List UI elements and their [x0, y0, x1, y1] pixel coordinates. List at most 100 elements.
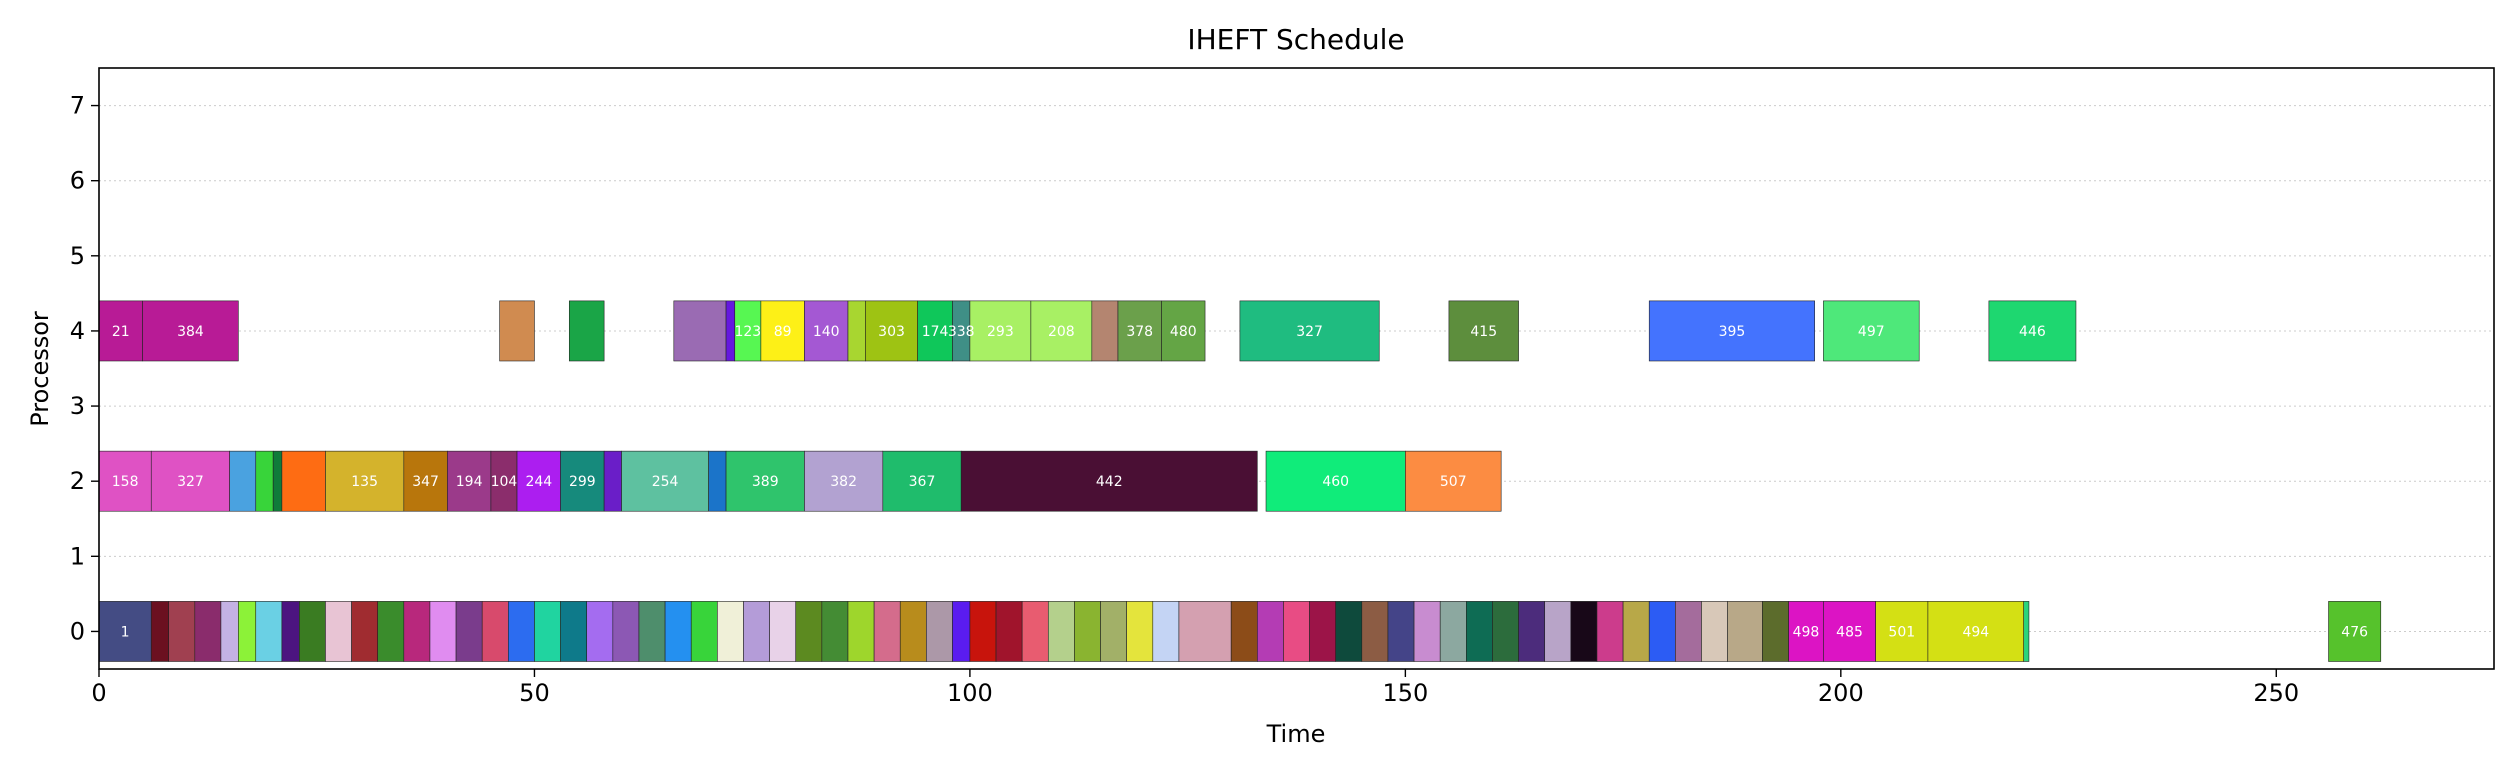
task-bar [664, 601, 692, 662]
task-label: 89 [774, 324, 792, 340]
task-label: 244 [525, 474, 552, 490]
task-bar [447, 450, 492, 512]
task-label: 485 [1836, 624, 1863, 640]
plot-frame [98, 67, 2495, 670]
task-bar [969, 601, 997, 662]
task-bar [725, 300, 736, 362]
task-label: 1 [121, 624, 130, 640]
task-bar [1126, 601, 1154, 662]
task-bar [1648, 300, 1815, 362]
task-bar [499, 300, 535, 362]
task-label: 174 [922, 324, 949, 340]
task-bar [1152, 601, 1180, 662]
task-bar [1265, 450, 1406, 512]
task-bar [612, 601, 640, 662]
task-bar [2023, 601, 2030, 662]
task-bar [717, 601, 744, 662]
task-label: 415 [1470, 324, 1497, 340]
task-label: 480 [1170, 324, 1197, 340]
task-label: 303 [878, 324, 905, 340]
task-bar [1518, 601, 1546, 662]
task-bar [926, 601, 953, 662]
task-label: 21 [112, 324, 130, 340]
y-tick-label: 4 [70, 317, 85, 345]
y-tick-label: 2 [70, 467, 85, 495]
task-bar [98, 450, 152, 512]
grid-layer [99, 105, 2494, 632]
task-bar [769, 601, 797, 662]
task-label: 476 [2341, 624, 2368, 640]
x-tick-label: 250 [2253, 679, 2299, 707]
task-bar [873, 601, 901, 662]
task-bar [560, 601, 588, 662]
task-label: 158 [112, 474, 139, 490]
task-label: 395 [1719, 324, 1746, 340]
task-label: 327 [177, 474, 204, 490]
task-bar [238, 601, 257, 662]
y-tick-label: 7 [70, 92, 85, 120]
y-tick-label: 1 [70, 542, 85, 570]
task-bar [560, 450, 605, 512]
task-bar [1701, 601, 1728, 662]
task-label: 384 [177, 324, 204, 340]
task-bar [150, 450, 230, 512]
task-label: 442 [1096, 474, 1123, 490]
task-label: 507 [1440, 474, 1467, 490]
task-bar [325, 450, 405, 512]
task-bar [2328, 601, 2382, 662]
task-bar [1361, 601, 1389, 662]
task-bar [638, 601, 666, 662]
x-tick-label: 50 [519, 679, 550, 707]
task-bar [734, 300, 762, 362]
y-tick-label: 0 [70, 617, 85, 645]
task-bar [1675, 601, 1702, 662]
task-bar [1309, 601, 1336, 662]
task-bar [1021, 601, 1049, 662]
task-label: 501 [1888, 624, 1915, 640]
task-bar [1596, 601, 1624, 662]
task-bar [725, 450, 805, 512]
task-bar [1762, 601, 1789, 662]
y-tick-label: 5 [70, 242, 85, 270]
task-bar [708, 450, 727, 512]
task-bar [1335, 601, 1363, 662]
task-bar [847, 300, 866, 362]
task-label: 293 [987, 324, 1014, 340]
chart-title: IHEFT Schedule [1187, 23, 1404, 56]
task-label: 494 [1962, 624, 1989, 640]
task-bar [142, 300, 239, 362]
task-bar [1448, 300, 1519, 362]
task-label: 367 [909, 474, 936, 490]
task-bar [481, 601, 509, 662]
task-label: 104 [491, 474, 518, 490]
task-bar [1648, 601, 1676, 662]
y-axis-label: Processor [26, 311, 54, 427]
task-bar [1492, 601, 1519, 662]
task-bar [795, 601, 823, 662]
task-label: 208 [1048, 324, 1075, 340]
task-bar [1117, 300, 1162, 362]
task-bar [917, 300, 953, 362]
task-bar [1091, 300, 1119, 362]
task-bar [281, 450, 326, 512]
task-bar [568, 300, 605, 362]
task-label: 382 [830, 474, 857, 490]
task-label: 497 [1858, 324, 1885, 340]
task-bar [150, 601, 169, 662]
task-label: 135 [351, 474, 378, 490]
task-bar [455, 601, 483, 662]
task-bar [673, 300, 727, 362]
task-label: 378 [1126, 324, 1153, 340]
task-bar [821, 601, 849, 662]
task-bar [1988, 300, 2077, 362]
task-bar [760, 300, 805, 362]
task-bar [952, 601, 971, 662]
task-bar [1257, 601, 1284, 662]
task-bar [1047, 601, 1075, 662]
task-label: 446 [2019, 324, 2046, 340]
x-tick-label: 0 [91, 679, 106, 707]
task-bar [220, 601, 239, 662]
y-tick-label: 3 [70, 392, 85, 420]
